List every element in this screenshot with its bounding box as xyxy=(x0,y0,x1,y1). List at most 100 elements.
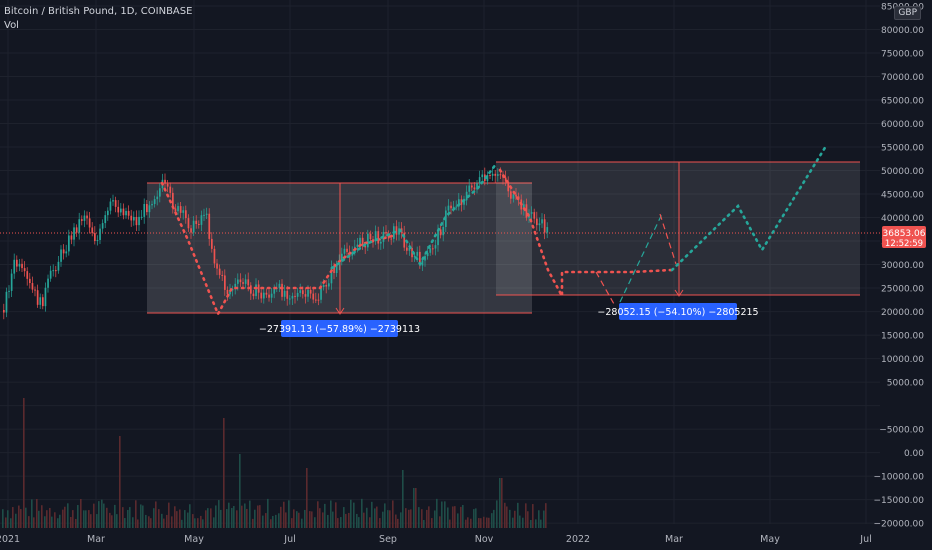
candle-body xyxy=(452,206,455,209)
volume-bar xyxy=(194,518,196,528)
price-axis[interactable]: 85000.0080000.0075000.0070000.0065000.00… xyxy=(874,0,932,530)
volume-bar xyxy=(415,488,417,528)
candle-body xyxy=(49,270,52,279)
measure-label-1-bg[interactable] xyxy=(281,320,398,337)
candle-body xyxy=(31,283,34,290)
volume-bar xyxy=(369,517,371,528)
candle-body xyxy=(486,174,489,182)
price-tick-label: 25000.00 xyxy=(881,285,924,295)
projection-down-2[interactable] xyxy=(498,168,674,297)
candle-body xyxy=(416,251,419,256)
candle-body xyxy=(39,297,42,305)
candle-body xyxy=(434,245,437,249)
drawing-boxes[interactable] xyxy=(0,161,880,315)
volume-bar xyxy=(75,518,77,528)
volume-bar xyxy=(122,507,124,528)
projection-up-2[interactable] xyxy=(670,144,828,272)
countdown-timer[interactable]: 12:52:59 xyxy=(885,239,923,249)
measure-box-2[interactable] xyxy=(496,162,860,295)
volume-legend[interactable]: Vol xyxy=(4,20,19,31)
volume-bar xyxy=(239,454,241,528)
volume-bar xyxy=(205,510,207,528)
volume-bar xyxy=(431,518,433,528)
volume-bar xyxy=(324,503,326,528)
volume-bar xyxy=(467,517,469,528)
volume-bar xyxy=(366,507,368,528)
candle-body xyxy=(164,179,166,184)
candle-body xyxy=(91,227,94,234)
candle-body xyxy=(458,199,460,207)
volume-bar xyxy=(200,515,202,528)
candle-body xyxy=(406,247,408,251)
candle-body xyxy=(75,227,78,233)
candle-body xyxy=(283,290,286,297)
measure-label-1[interactable]: −27391.13 (−57.89%) −2739113 xyxy=(259,324,420,335)
projection-paths[interactable]: −27391.13 (−57.89%) −2739113 −28052.15 (−… xyxy=(160,144,828,337)
candle-body xyxy=(120,208,122,213)
volume-bar xyxy=(244,503,246,528)
volume-bar xyxy=(150,518,152,528)
currency-badge[interactable]: GBP xyxy=(894,6,921,20)
measure-label-2-bg[interactable] xyxy=(619,303,737,320)
volume-bar xyxy=(322,512,324,528)
price-tick-label: 65000.00 xyxy=(881,96,924,106)
candle-body xyxy=(289,298,291,300)
symbol-legend[interactable]: Bitcoin / British Pound, 1D, COINBASE xyxy=(4,6,193,17)
candle-body xyxy=(512,194,515,199)
current-price-value[interactable]: 36853.06 xyxy=(883,229,926,239)
volume-bar xyxy=(215,505,217,528)
projection-down-1[interactable] xyxy=(160,181,394,318)
projection-dashed-red[interactable] xyxy=(595,271,615,305)
volume-bar xyxy=(192,514,194,528)
volume-bar xyxy=(145,514,147,528)
candle-body xyxy=(473,187,476,190)
volume-bar xyxy=(309,511,311,528)
volume-bar xyxy=(535,519,537,528)
time-axis[interactable]: 2021 Mar May Jul Sep Nov 2022 Mar May Jul xyxy=(0,528,880,550)
volume-bar xyxy=(480,518,482,528)
candle-body xyxy=(140,216,143,218)
current-price-tag[interactable] xyxy=(882,226,926,248)
volume-bar xyxy=(88,510,90,528)
volume-bar xyxy=(444,501,446,528)
volume-bar xyxy=(454,506,456,528)
volume-bar xyxy=(44,516,46,528)
volume-bar xyxy=(262,515,264,528)
candle-body xyxy=(255,284,257,297)
candle-body xyxy=(322,285,325,287)
volume-bar xyxy=(543,510,545,528)
time-tick-label: Jul xyxy=(283,534,295,545)
volume-bar xyxy=(545,503,547,528)
candle-body xyxy=(203,214,205,216)
time-tick-label: Jul xyxy=(859,534,871,545)
candle-body xyxy=(65,251,68,254)
projection-dashed-red-2[interactable] xyxy=(659,213,677,265)
candle-body xyxy=(273,288,276,294)
volume-bar xyxy=(356,513,358,528)
volume-bar xyxy=(530,519,532,528)
candle-body xyxy=(151,203,153,206)
candle-body xyxy=(270,293,273,298)
volume-bar xyxy=(522,517,524,528)
candle-body xyxy=(114,200,117,207)
volume-bar xyxy=(288,500,290,528)
volume-bar xyxy=(475,508,477,528)
price-tick-label: 75000.00 xyxy=(881,49,924,59)
volume-bar xyxy=(10,518,12,528)
measure-label-2[interactable]: −28052.15 (−54.10%) −2805215 xyxy=(597,307,758,318)
volume-bar xyxy=(408,509,410,528)
projection-up-1[interactable] xyxy=(330,162,498,270)
volume-bar xyxy=(483,516,485,528)
candle-body xyxy=(10,273,13,291)
candle-body xyxy=(234,283,237,290)
candle-body xyxy=(471,185,473,188)
candle-body xyxy=(307,289,309,297)
price-tick-label: 80000.00 xyxy=(881,26,924,36)
candle-body xyxy=(5,291,8,313)
candle-body xyxy=(419,251,421,266)
candle-body xyxy=(200,215,203,225)
projection-dashed-green[interactable] xyxy=(619,213,663,303)
candle-body xyxy=(23,268,26,272)
candle-body xyxy=(398,228,400,235)
